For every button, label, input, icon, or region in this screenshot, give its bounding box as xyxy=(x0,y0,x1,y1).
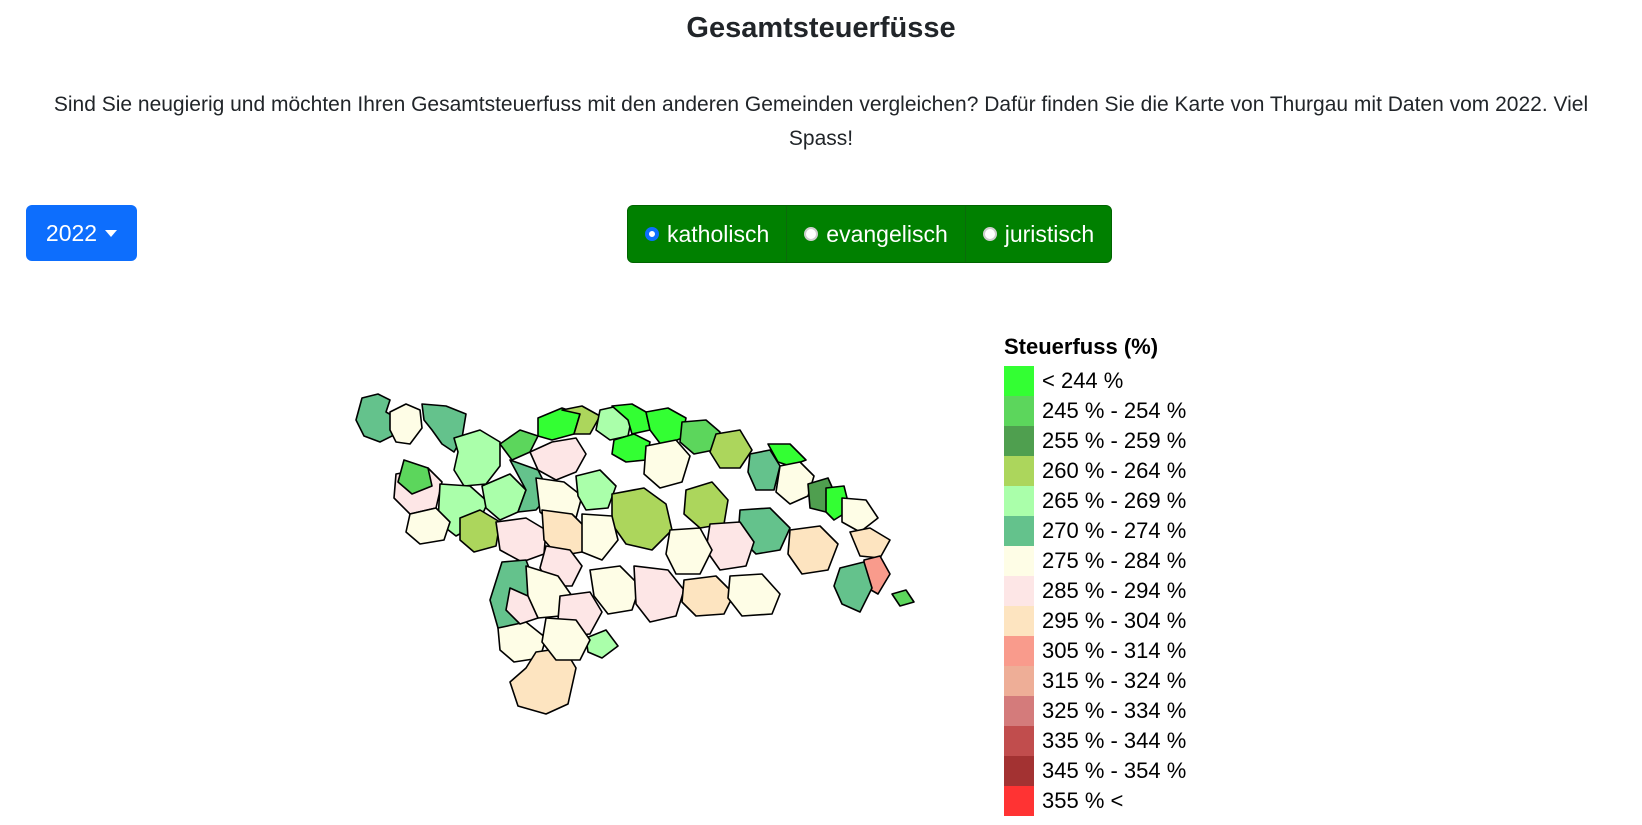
legend-swatch xyxy=(1004,546,1034,576)
legend-item: 245 % - 254 % xyxy=(1004,396,1186,426)
municipality-region[interactable] xyxy=(611,433,651,463)
legend-label: 275 % - 284 % xyxy=(1042,548,1187,573)
legend-label: < 244 % xyxy=(1042,368,1124,393)
municipality-region[interactable] xyxy=(683,481,729,529)
municipality-region[interactable] xyxy=(389,403,423,445)
municipality-region[interactable] xyxy=(575,469,617,511)
municipality-region[interactable] xyxy=(633,565,685,623)
municipality-region[interactable] xyxy=(709,429,753,469)
radio-katholisch[interactable]: katholisch xyxy=(628,206,788,262)
legend-swatch xyxy=(1004,396,1034,426)
legend-item: 355 % < xyxy=(1004,786,1186,816)
legend-label: 335 % - 344 % xyxy=(1042,728,1187,753)
denomination-radio-group: katholisch evangelisch juristisch xyxy=(627,205,1113,263)
legend-swatch xyxy=(1004,666,1034,696)
municipality-region[interactable] xyxy=(727,573,781,617)
legend-label: 270 % - 274 % xyxy=(1042,518,1187,543)
legend-swatch xyxy=(1004,486,1034,516)
year-dropdown-button[interactable]: 2022 xyxy=(26,205,137,261)
legend-swatch xyxy=(1004,756,1034,786)
intro-text: Sind Sie neugierig und möchten Ihren Ges… xyxy=(53,93,1589,150)
page-title: Gesamtsteuerfüsse xyxy=(686,12,956,44)
year-dropdown-label: 2022 xyxy=(45,219,98,246)
radio-evangelisch[interactable]: evangelisch xyxy=(787,206,966,262)
legend-item: 255 % - 259 % xyxy=(1004,426,1186,456)
radio-indicator-icon[interactable] xyxy=(982,227,997,241)
legend: Steuerfuss (%) < 244 % 245 % - 254 % 255 %… xyxy=(1004,334,1186,816)
municipality-region[interactable] xyxy=(891,589,915,607)
municipality-region[interactable] xyxy=(499,429,539,461)
municipality-region[interactable] xyxy=(611,487,673,551)
legend-label: 265 % - 269 % xyxy=(1042,488,1187,513)
municipality-region[interactable] xyxy=(849,527,891,559)
legend-label: 345 % - 354 % xyxy=(1042,758,1187,783)
legend-item: 295 % - 304 % xyxy=(1004,606,1186,636)
municipality-region[interactable] xyxy=(405,507,451,545)
municipality-region[interactable] xyxy=(841,497,879,533)
legend-label: 260 % - 264 % xyxy=(1042,458,1187,483)
municipality-region[interactable] xyxy=(665,527,713,575)
radio-indicator-icon[interactable] xyxy=(804,227,819,241)
municipality-region[interactable] xyxy=(529,437,587,481)
municipality-region[interactable] xyxy=(397,459,433,495)
legend-item: 325 % - 334 % xyxy=(1004,696,1186,726)
municipality-region[interactable] xyxy=(561,405,601,435)
legend-swatch xyxy=(1004,636,1034,666)
legend-item: 270 % - 274 % xyxy=(1004,516,1186,546)
legend-item: < 244 % xyxy=(1004,366,1186,396)
municipality-region[interactable] xyxy=(643,439,691,489)
municipality-region[interactable] xyxy=(787,525,839,575)
legend-swatch xyxy=(1004,786,1034,816)
legend-label: 305 % - 314 % xyxy=(1042,638,1187,663)
legend-item: 335 % - 344 % xyxy=(1004,726,1186,756)
legend-swatch xyxy=(1004,516,1034,546)
legend-item: 315 % - 324 % xyxy=(1004,666,1186,696)
legend-title: Steuerfuss (%) xyxy=(1004,334,1159,359)
legend-item: 305 % - 314 % xyxy=(1004,636,1186,666)
radio-juristisch[interactable]: juristisch xyxy=(966,206,1111,262)
legend-swatch xyxy=(1004,696,1034,726)
municipality-region[interactable] xyxy=(585,629,619,659)
municipality-region[interactable] xyxy=(681,575,735,617)
radio-label: katholisch xyxy=(667,220,770,247)
municipality-region[interactable] xyxy=(833,561,873,613)
municipality-region[interactable] xyxy=(581,513,619,561)
legend-label: 285 % - 294 % xyxy=(1042,578,1187,603)
municipality-region[interactable] xyxy=(505,587,539,625)
legend-label: 255 % - 259 % xyxy=(1042,428,1187,453)
legend-swatch xyxy=(1004,576,1034,606)
legend-label: 355 % < xyxy=(1042,788,1124,813)
radio-indicator-icon[interactable] xyxy=(645,227,659,241)
legend-label: 315 % - 324 % xyxy=(1042,668,1187,693)
legend-label: 245 % - 254 % xyxy=(1042,398,1187,423)
legend-swatch xyxy=(1004,726,1034,756)
municipality-region[interactable] xyxy=(541,617,591,661)
municipality-region[interactable] xyxy=(495,517,547,563)
legend-item: 275 % - 284 % xyxy=(1004,546,1186,576)
legend-swatch xyxy=(1004,606,1034,636)
legend-item: 260 % - 264 % xyxy=(1004,456,1186,486)
radio-label: juristisch xyxy=(1004,220,1095,247)
municipality-region[interactable] xyxy=(775,461,815,505)
caret-down-icon xyxy=(105,229,118,237)
municipality-region[interactable] xyxy=(747,449,781,491)
legend-item: 345 % - 354 % xyxy=(1004,756,1186,786)
legend-label: 295 % - 304 % xyxy=(1042,608,1187,633)
legend-swatch xyxy=(1004,456,1034,486)
municipality-region[interactable] xyxy=(453,429,501,487)
legend-item: 285 % - 294 % xyxy=(1004,576,1186,606)
radio-label: evangelisch xyxy=(826,220,948,247)
legend-label: 325 % - 334 % xyxy=(1042,698,1187,723)
thurgau-map xyxy=(355,393,915,715)
legend-swatch xyxy=(1004,426,1034,456)
legend-item: 265 % - 269 % xyxy=(1004,486,1186,516)
legend-swatch xyxy=(1004,366,1034,396)
municipality-region[interactable] xyxy=(589,565,641,615)
municipality-region[interactable] xyxy=(459,509,501,553)
